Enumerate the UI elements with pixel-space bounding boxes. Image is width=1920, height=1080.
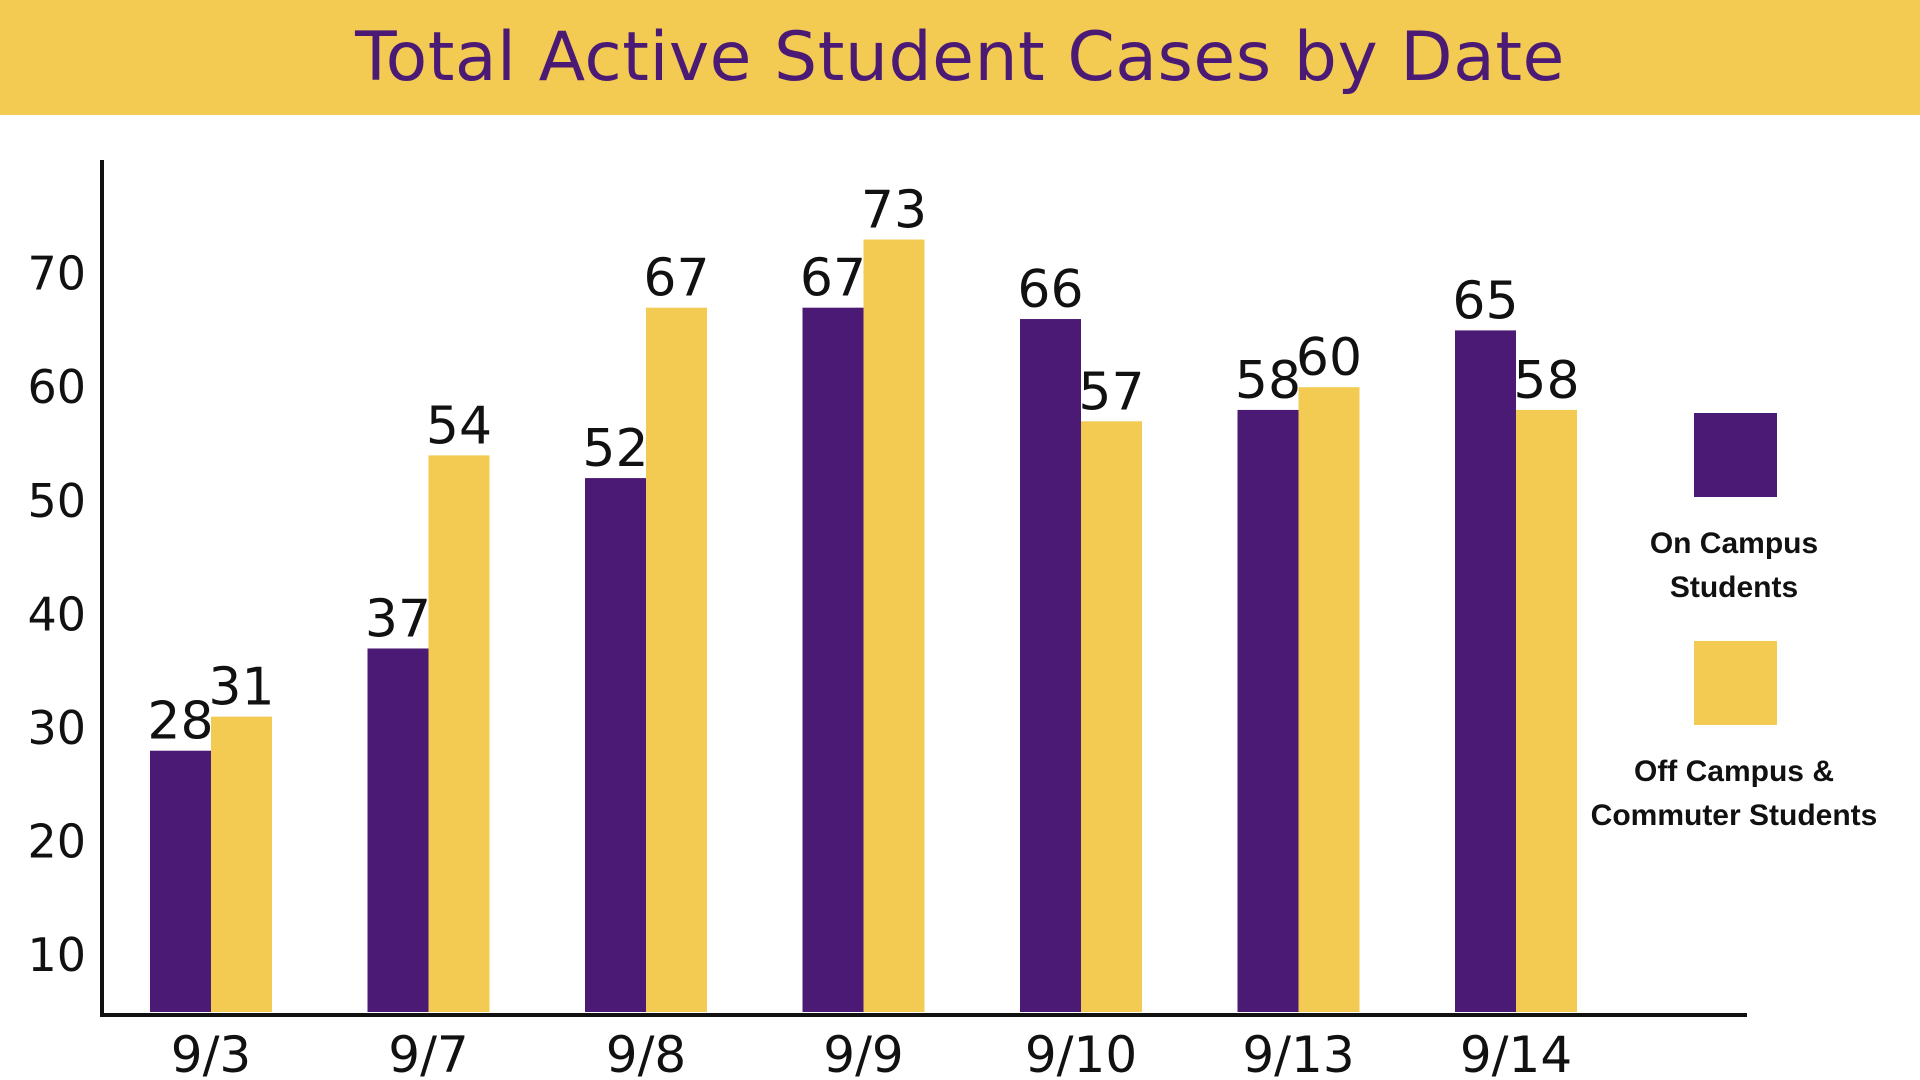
y-tick-label: 70: [27, 247, 86, 301]
x-tick-label: 9/9: [823, 1026, 903, 1080]
legend-label-off-campus: Off Campus & Commuter Students: [1591, 755, 1878, 832]
bar-on-campus-9-9: [802, 307, 864, 1012]
bar-off-campus-9-9: [863, 239, 925, 1012]
legend-label-on-campus: On Campus Students: [1650, 527, 1818, 604]
bar-on-campus-9-10: [1020, 319, 1081, 1012]
bar-off-campus-9-7: [428, 455, 490, 1012]
x-tick-label: 9/8: [606, 1026, 686, 1080]
value-label: 58: [1513, 351, 1579, 411]
y-tick-label: 20: [27, 815, 86, 869]
value-label: 28: [147, 692, 213, 752]
value-label: 65: [1452, 271, 1518, 331]
x-tick-label: 9/10: [1025, 1026, 1137, 1080]
value-label: 37: [365, 589, 431, 649]
bar-on-campus-9-7: [367, 648, 429, 1012]
legend-swatch-off-campus: [1694, 641, 1777, 725]
value-label: 60: [1296, 328, 1362, 388]
chart-title: Total Active Student Cases by Date: [355, 17, 1565, 97]
title-band: Total Active Student Cases by Date: [0, 0, 1920, 115]
x-tick-label: 9/14: [1460, 1026, 1572, 1080]
value-label: 73: [861, 181, 927, 241]
y-tick-label: 50: [27, 474, 86, 528]
bar-on-campus-9-3: [150, 750, 211, 1012]
bar-off-campus-9-14: [1516, 409, 1577, 1012]
legend-label-line: Students: [1670, 571, 1798, 604]
y-tick-label: 60: [27, 360, 86, 414]
x-tick-label: 9/13: [1242, 1026, 1354, 1080]
bar-on-campus-9-8: [585, 478, 646, 1013]
bar-on-campus-9-14: [1455, 330, 1516, 1012]
value-label: 67: [643, 249, 709, 309]
bar-off-campus-9-3: [211, 716, 272, 1012]
value-label: 52: [582, 419, 648, 479]
value-label: 66: [1017, 260, 1083, 320]
bar-on-campus-9-13: [1237, 409, 1299, 1012]
x-tick-label: 9/3: [171, 1026, 251, 1080]
y-tick-label: 30: [27, 701, 86, 755]
legend-label-line: Off Campus &: [1634, 755, 1834, 788]
bar-off-campus-9-13: [1298, 387, 1360, 1012]
legend-label-line: On Campus: [1650, 527, 1818, 560]
legend-label-line: Commuter Students: [1591, 799, 1878, 832]
value-label: 67: [800, 249, 866, 309]
value-label: 58: [1235, 351, 1301, 411]
bar-off-campus-9-8: [646, 307, 707, 1012]
bar-off-campus-9-10: [1081, 421, 1142, 1012]
y-tick-label: 10: [27, 928, 86, 982]
legend-swatch-on-campus: [1694, 413, 1777, 497]
value-label: 31: [208, 658, 274, 718]
x-tick-label: 9/7: [388, 1026, 468, 1080]
value-label: 54: [426, 396, 492, 456]
y-tick-label: 40: [27, 587, 86, 641]
value-label: 57: [1078, 362, 1144, 422]
